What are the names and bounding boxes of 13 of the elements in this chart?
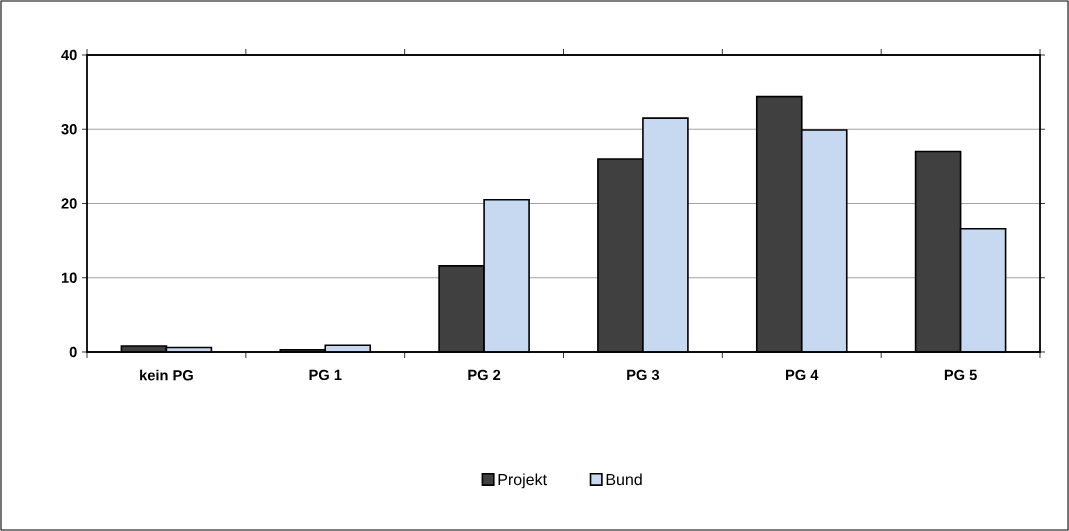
x-tick-label: PG 2 [468, 369, 501, 381]
y-tick-label: 30 [61, 124, 77, 135]
y-tick-label: 0 [69, 346, 77, 358]
x-tick-label: PG 5 [944, 369, 977, 381]
x-tick-label: PG 3 [627, 369, 660, 381]
legend-label: Projekt [498, 473, 547, 489]
x-tick-label: kein PG [140, 369, 193, 381]
y-tick-label: 40 [61, 49, 77, 61]
y-tick-label: 20 [61, 198, 77, 209]
x-tick-label: PG 1 [309, 369, 342, 381]
legend-label: Bund [606, 473, 642, 486]
x-tick-label: PG 4 [786, 369, 819, 381]
y-tick-label: 10 [61, 272, 77, 283]
